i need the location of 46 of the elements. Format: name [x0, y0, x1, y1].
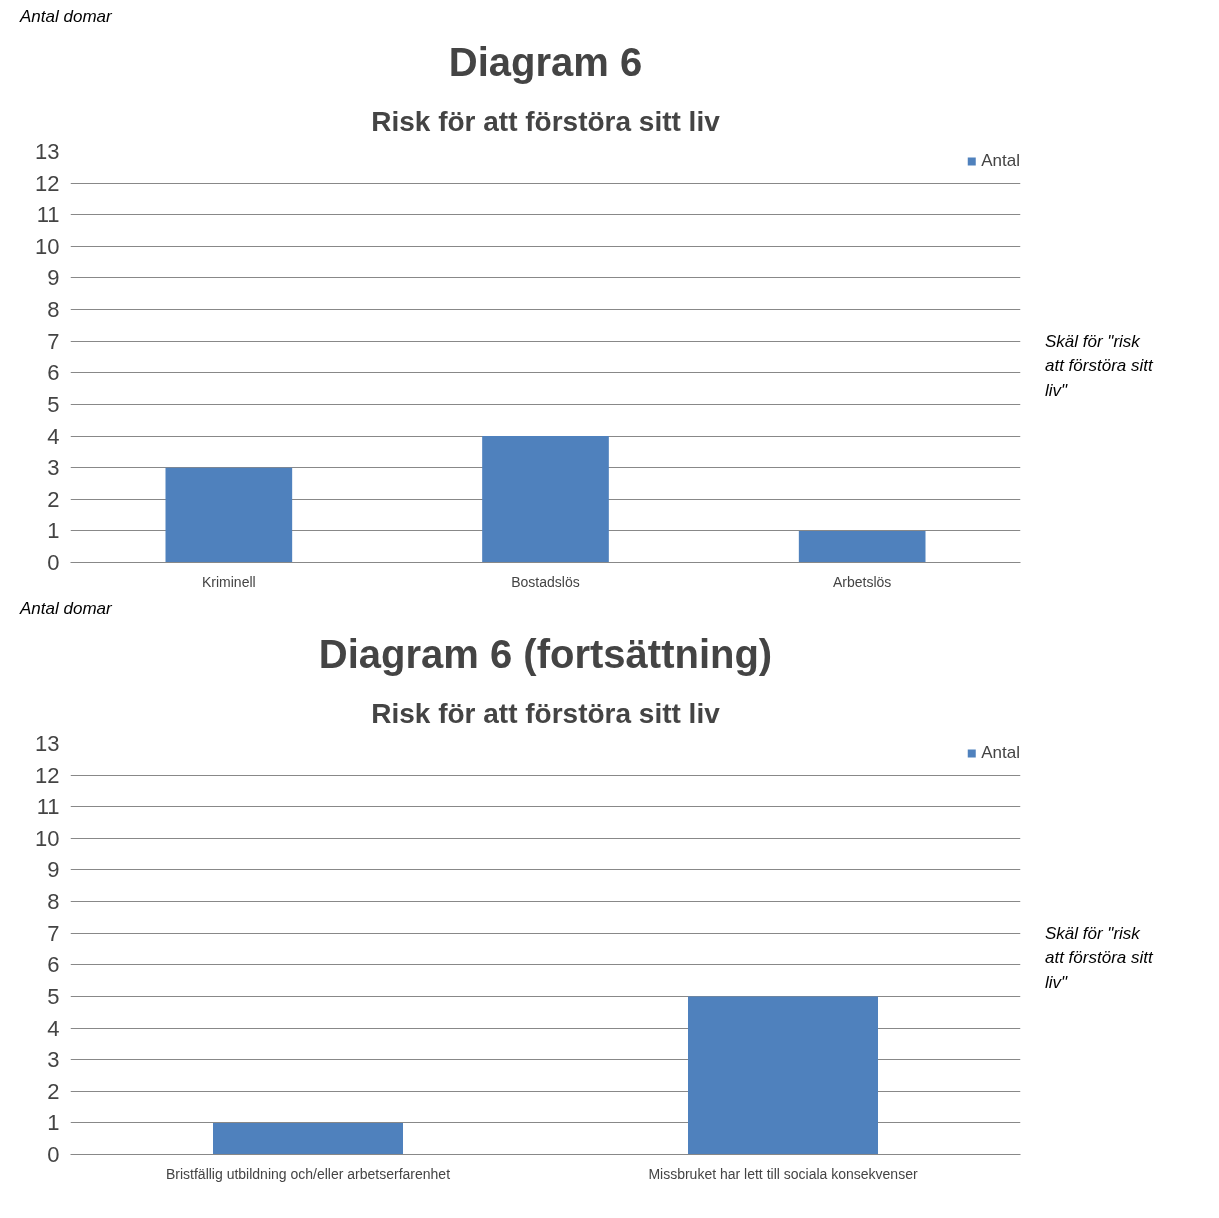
x-axis-title: Skäl för "risk att förstöra sitt liv"	[1045, 923, 1155, 994]
y-tick-label: 3	[47, 455, 60, 481]
bar	[482, 436, 609, 563]
y-tick-label: 4	[47, 423, 60, 449]
y-tick-label: 5	[47, 983, 60, 1009]
y-tick-label: 8	[47, 889, 60, 915]
y-tick-label: 2	[47, 486, 60, 512]
x-tick-label: Missbruket har lett till sociala konsekvenser	[648, 1165, 918, 1182]
y-tick-label: 2	[47, 1078, 60, 1104]
y-axis-title: Antal domar	[20, 6, 112, 28]
bar	[165, 467, 293, 563]
chart-subtitle: Risk för att förstöra sitt liv	[371, 105, 721, 137]
y-tick-label: 12	[35, 762, 60, 788]
y-tick-label: 0	[47, 1142, 60, 1167]
legend-label: Antal	[981, 743, 1020, 763]
y-tick-label: 1	[47, 1110, 60, 1136]
y-tick-label: 10	[35, 233, 60, 259]
y-tick-label: 11	[36, 202, 60, 228]
y-tick-label: 5	[47, 391, 60, 417]
bar	[798, 530, 926, 563]
y-tick-label: 7	[47, 328, 60, 354]
legend-label: Antal	[981, 151, 1020, 171]
chart-title: Diagram 6	[448, 39, 643, 84]
x-tick-label: Bostadslös	[511, 573, 580, 590]
y-tick-label: 12	[35, 170, 60, 196]
y-tick-label: 11	[36, 794, 60, 820]
y-tick-label: 13	[35, 731, 60, 756]
y-tick-label: 9	[47, 857, 60, 883]
y-tick-label: 6	[47, 952, 60, 978]
y-axis-title: Antal domar	[20, 598, 112, 620]
y-tick-label: 8	[47, 297, 60, 323]
chart-subtitle: Risk för att förstöra sitt liv	[371, 697, 721, 729]
y-tick-label: 7	[47, 920, 60, 946]
y-tick-label: 9	[47, 265, 60, 291]
x-tick-label: Bristfällig utbildning och/eller arbetserfarenhet	[165, 1165, 451, 1182]
y-tick-label: 10	[35, 825, 60, 851]
chart-title: Diagram 6 (fortsättning)	[318, 631, 773, 676]
x-tick-label: Arbetslös	[832, 573, 892, 590]
y-tick-label: 1	[47, 518, 60, 544]
x-axis-title: Skäl för "risk att förstöra sitt liv"	[1045, 331, 1155, 402]
y-tick-label: 13	[35, 139, 60, 164]
x-tick-label: Kriminell	[202, 573, 256, 590]
y-tick-label: 0	[47, 550, 60, 575]
y-tick-label: 3	[47, 1047, 60, 1073]
y-tick-label: 4	[47, 1015, 60, 1041]
y-tick-label: 6	[47, 360, 60, 386]
